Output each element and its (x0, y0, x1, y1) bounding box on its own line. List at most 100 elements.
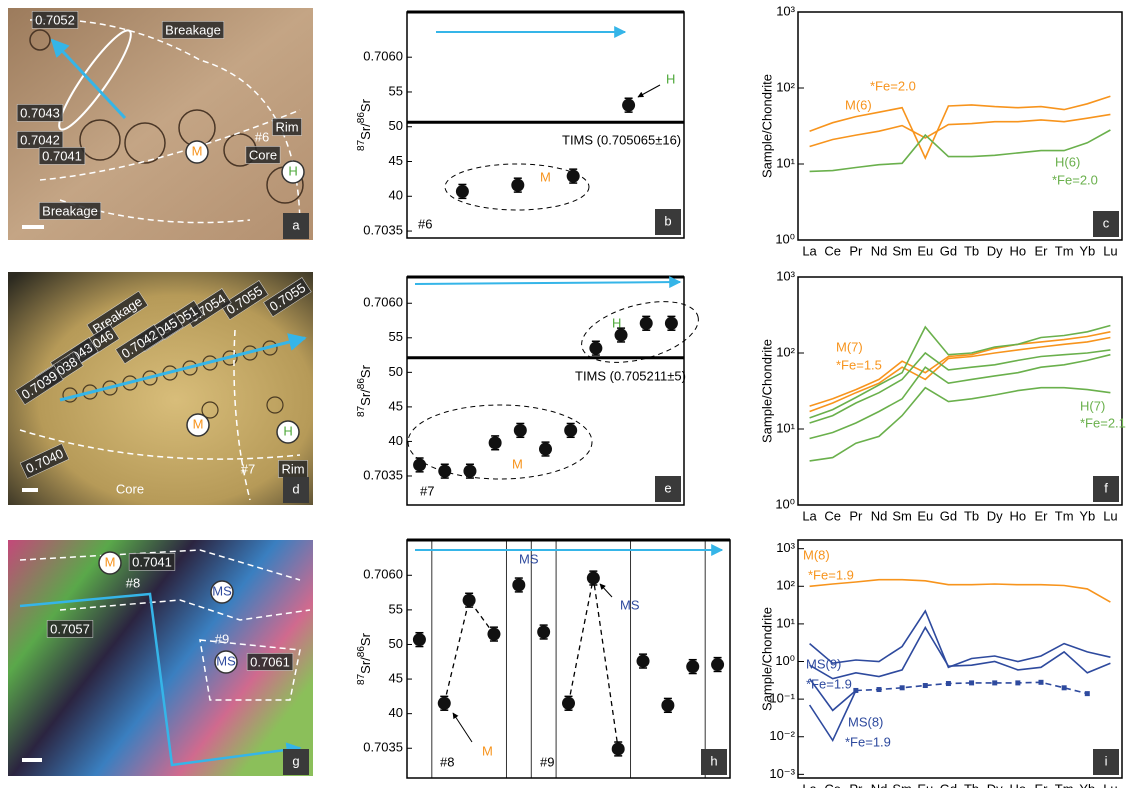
x-tick-label: Ho (1010, 781, 1027, 788)
panel-label: e (655, 476, 681, 502)
x-tick-label: Er (1035, 508, 1049, 523)
x-tick-label: Ho (1010, 243, 1027, 258)
label-text: Breakage (165, 22, 221, 37)
label-text: Rim (275, 119, 298, 134)
y-axis-label: Sample/Chondrite (759, 607, 774, 711)
photo-label: H (282, 161, 304, 183)
annotation: M (482, 743, 493, 758)
label-text: Core (249, 147, 277, 162)
data-point (539, 443, 552, 456)
y-axis-label-part: Sr (358, 98, 373, 112)
panel-letter: e (664, 480, 671, 495)
data-point (537, 626, 550, 639)
photo-label: M (99, 552, 121, 574)
series-marker (969, 680, 974, 685)
data-point (622, 99, 635, 112)
series-marker (946, 681, 951, 686)
x-tick-label: La (802, 508, 817, 523)
data-point (711, 658, 724, 671)
annotation: MS (519, 551, 539, 566)
photo-label: Core (116, 481, 144, 496)
annotation: H (612, 315, 621, 330)
annotation: MS(8) (848, 714, 883, 729)
photo-label: H (277, 421, 299, 443)
y-tick-label: 0.7035 (363, 467, 403, 482)
x-tick-label: Tb (964, 781, 979, 788)
annotation: *Fe=1.5 (836, 357, 882, 372)
x-tick-label: Pr (849, 243, 863, 258)
photo-label: Breakage (39, 202, 101, 219)
connector (569, 578, 619, 749)
x-tick-label: Eu (917, 781, 933, 788)
y-tick-label: 55 (389, 329, 403, 344)
panel-letter: h (710, 753, 717, 768)
y-axis-label-part: Sr (358, 364, 373, 378)
panel-label: c (1093, 211, 1119, 237)
panel-label: i (1093, 749, 1119, 775)
photo-label: 0.7042 (17, 131, 63, 148)
x-tick-label: Ce (824, 243, 841, 258)
pointer (453, 713, 472, 742)
photo-label: 0.7057 (47, 620, 93, 637)
series-marker (900, 685, 905, 690)
photo-label: MS (215, 651, 237, 673)
annotation: *Fe=2.1 (1080, 415, 1126, 430)
label-text: 0.7043 (20, 105, 60, 120)
plot-frame (407, 12, 684, 238)
annotation: M (512, 456, 523, 471)
x-tick-label: Nd (871, 508, 888, 523)
panel-letter: a (292, 217, 300, 232)
data-point (665, 317, 678, 330)
annotation: *Fe=1.9 (845, 734, 891, 749)
label-text: 0.7061 (250, 654, 290, 669)
data-point (438, 697, 451, 710)
x-tick-label: La (802, 781, 817, 788)
label-text: M (105, 554, 116, 569)
data-point (413, 633, 426, 646)
data-point (512, 578, 525, 591)
y-tick-label: 10⁻² (769, 728, 795, 743)
data-point (456, 185, 469, 198)
series-marker (853, 688, 858, 693)
annotation: *Fe=1.9 (806, 676, 852, 691)
data-point (564, 424, 577, 437)
panel-label: f (1093, 476, 1119, 502)
x-tick-label: Eu (917, 508, 933, 523)
panel-label: b (655, 209, 681, 235)
data-point (612, 742, 625, 755)
y-axis-label: 87Sr/86Sr (356, 632, 373, 685)
label-text: MS (216, 653, 236, 668)
y-axis-label-part: Sr/ (358, 389, 373, 406)
annotation: M(7) (836, 339, 863, 354)
data-point (587, 572, 600, 585)
series-marker (923, 683, 928, 688)
x-tick-label: Dy (987, 243, 1003, 258)
x-tick-label: Tm (1055, 781, 1074, 788)
data-point (589, 342, 602, 355)
y-tick-label: 10⁻³ (769, 766, 795, 781)
y-tick-label: 10² (776, 344, 795, 359)
label-text: Core (116, 481, 144, 496)
photo-label: Breakage (162, 21, 224, 38)
data-point (438, 465, 451, 478)
y-tick-label: 10¹ (776, 615, 795, 630)
data-point (615, 329, 628, 342)
series-line (810, 580, 1111, 602)
x-tick-label: Nd (871, 781, 888, 788)
y-tick-label: 45 (389, 153, 403, 168)
y-axis-label-part: Sr/ (358, 123, 373, 140)
y-axis-label-part: 87 (356, 405, 367, 417)
data-point (562, 697, 575, 710)
photo-label: Core (246, 146, 280, 163)
plot-frame (798, 12, 1122, 240)
annotation: *Fe=2.0 (1052, 172, 1098, 187)
series-marker (1039, 680, 1044, 685)
x-tick-label: Eu (917, 243, 933, 258)
y-tick-label: 10³ (776, 540, 795, 555)
figure: 0.7052Breakage0.70430.70420.7041M#6CoreR… (0, 0, 1131, 788)
series-line (810, 611, 1111, 667)
y-tick-label: 10⁰ (775, 231, 795, 246)
reference-label: TIMS (0.705211±5) (575, 368, 686, 383)
x-tick-label: Yb (1079, 508, 1095, 523)
data-point (463, 594, 476, 607)
